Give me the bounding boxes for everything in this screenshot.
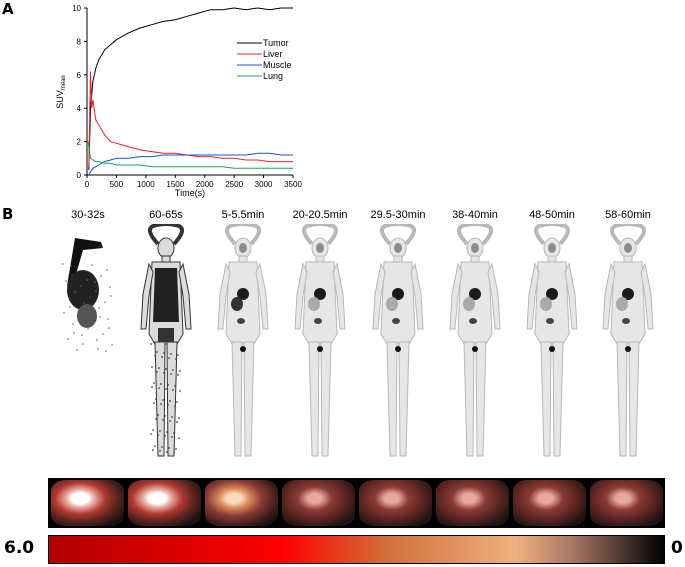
y-tick-label: 6 [77, 71, 82, 80]
x-tick-label: 1000 [137, 180, 155, 189]
y-tick-label: 8 [77, 37, 82, 46]
series-line-lung [87, 141, 293, 169]
pet-frame-label: 58-60min [605, 209, 651, 221]
series-line-muscle [88, 152, 293, 176]
panel-b-label: B [2, 205, 14, 223]
x-axis-label: Time(s) [175, 188, 205, 198]
y-tick-label: 4 [77, 104, 82, 113]
legend-label-lung: Lung [263, 71, 283, 81]
x-tick-label: 0 [85, 180, 90, 189]
x-tick-label: 3500 [284, 180, 302, 189]
x-tick-label: 1500 [166, 180, 184, 189]
pet-ct-axial-strip [48, 478, 665, 528]
x-tick-label: 2000 [196, 180, 214, 189]
pet-mip-body-image [602, 224, 654, 457]
legend-label-liver: Liver [263, 49, 283, 59]
pet-frame-label: 60-65s [149, 209, 183, 221]
pet-mip-body-image [140, 224, 192, 457]
pet-mip-body-image [372, 224, 424, 457]
colorbar-min-label: 0 [671, 538, 683, 558]
y-tick-label: 0 [77, 171, 82, 180]
pet-mip-body-image [449, 224, 501, 457]
colorbar-max-label: 6.0 [4, 538, 35, 558]
pet-mip-body-image [526, 224, 578, 457]
pet-frame-label: 20-20.5min [292, 209, 348, 221]
x-tick-label: 2500 [225, 180, 243, 189]
y-axis-label: SUVmean [55, 75, 67, 109]
series-lines [87, 7, 293, 176]
suv-colorbar [48, 535, 665, 564]
pet-mip-body-image [62, 238, 113, 352]
x-tick-label: 500 [110, 180, 124, 189]
legend-label-muscle: Muscle [263, 60, 292, 70]
series-line-tumor [88, 7, 293, 171]
pet-ct-axial-slice [436, 480, 509, 526]
pet-ct-axial-slice [51, 480, 124, 526]
x-tick-label: 3000 [255, 180, 273, 189]
pet-ct-axial-slice [128, 480, 201, 526]
pet-frame-label: 48-50min [529, 209, 575, 221]
y-ticks: 0 2 4 6 8 10 [72, 4, 87, 180]
series-line-liver [88, 71, 293, 167]
pet-ct-axial-slice [513, 480, 586, 526]
y-tick-label: 10 [72, 4, 81, 13]
pet-frame-label: 5-5.5min [221, 209, 265, 221]
legend-label-tumor: Tumor [263, 38, 289, 48]
pet-frame-label: 29.5-30min [370, 209, 426, 221]
pet-ct-axial-slice [590, 480, 663, 526]
y-tick-label: 2 [77, 138, 82, 147]
pet-ct-axial-slice [205, 480, 278, 526]
pet-frame-label: 38-40min [452, 209, 498, 221]
pet-mip-body-image [294, 224, 346, 457]
suv-time-activity-chart: 0 500 1000 1500 2000 2500 3000 3500 0 2 4 6 8 10 Tim… [55, 4, 302, 198]
pet-mip-body-image [217, 224, 269, 457]
chart-axes [86, 8, 293, 176]
x-ticks: 0 500 1000 1500 2000 2500 3000 3500 [85, 175, 302, 189]
panel-a-label: A [2, 0, 14, 18]
pet-frame-label: 30-32s [71, 209, 105, 221]
pet-ct-axial-slice [282, 480, 355, 526]
pet-ct-axial-slice [359, 480, 432, 526]
